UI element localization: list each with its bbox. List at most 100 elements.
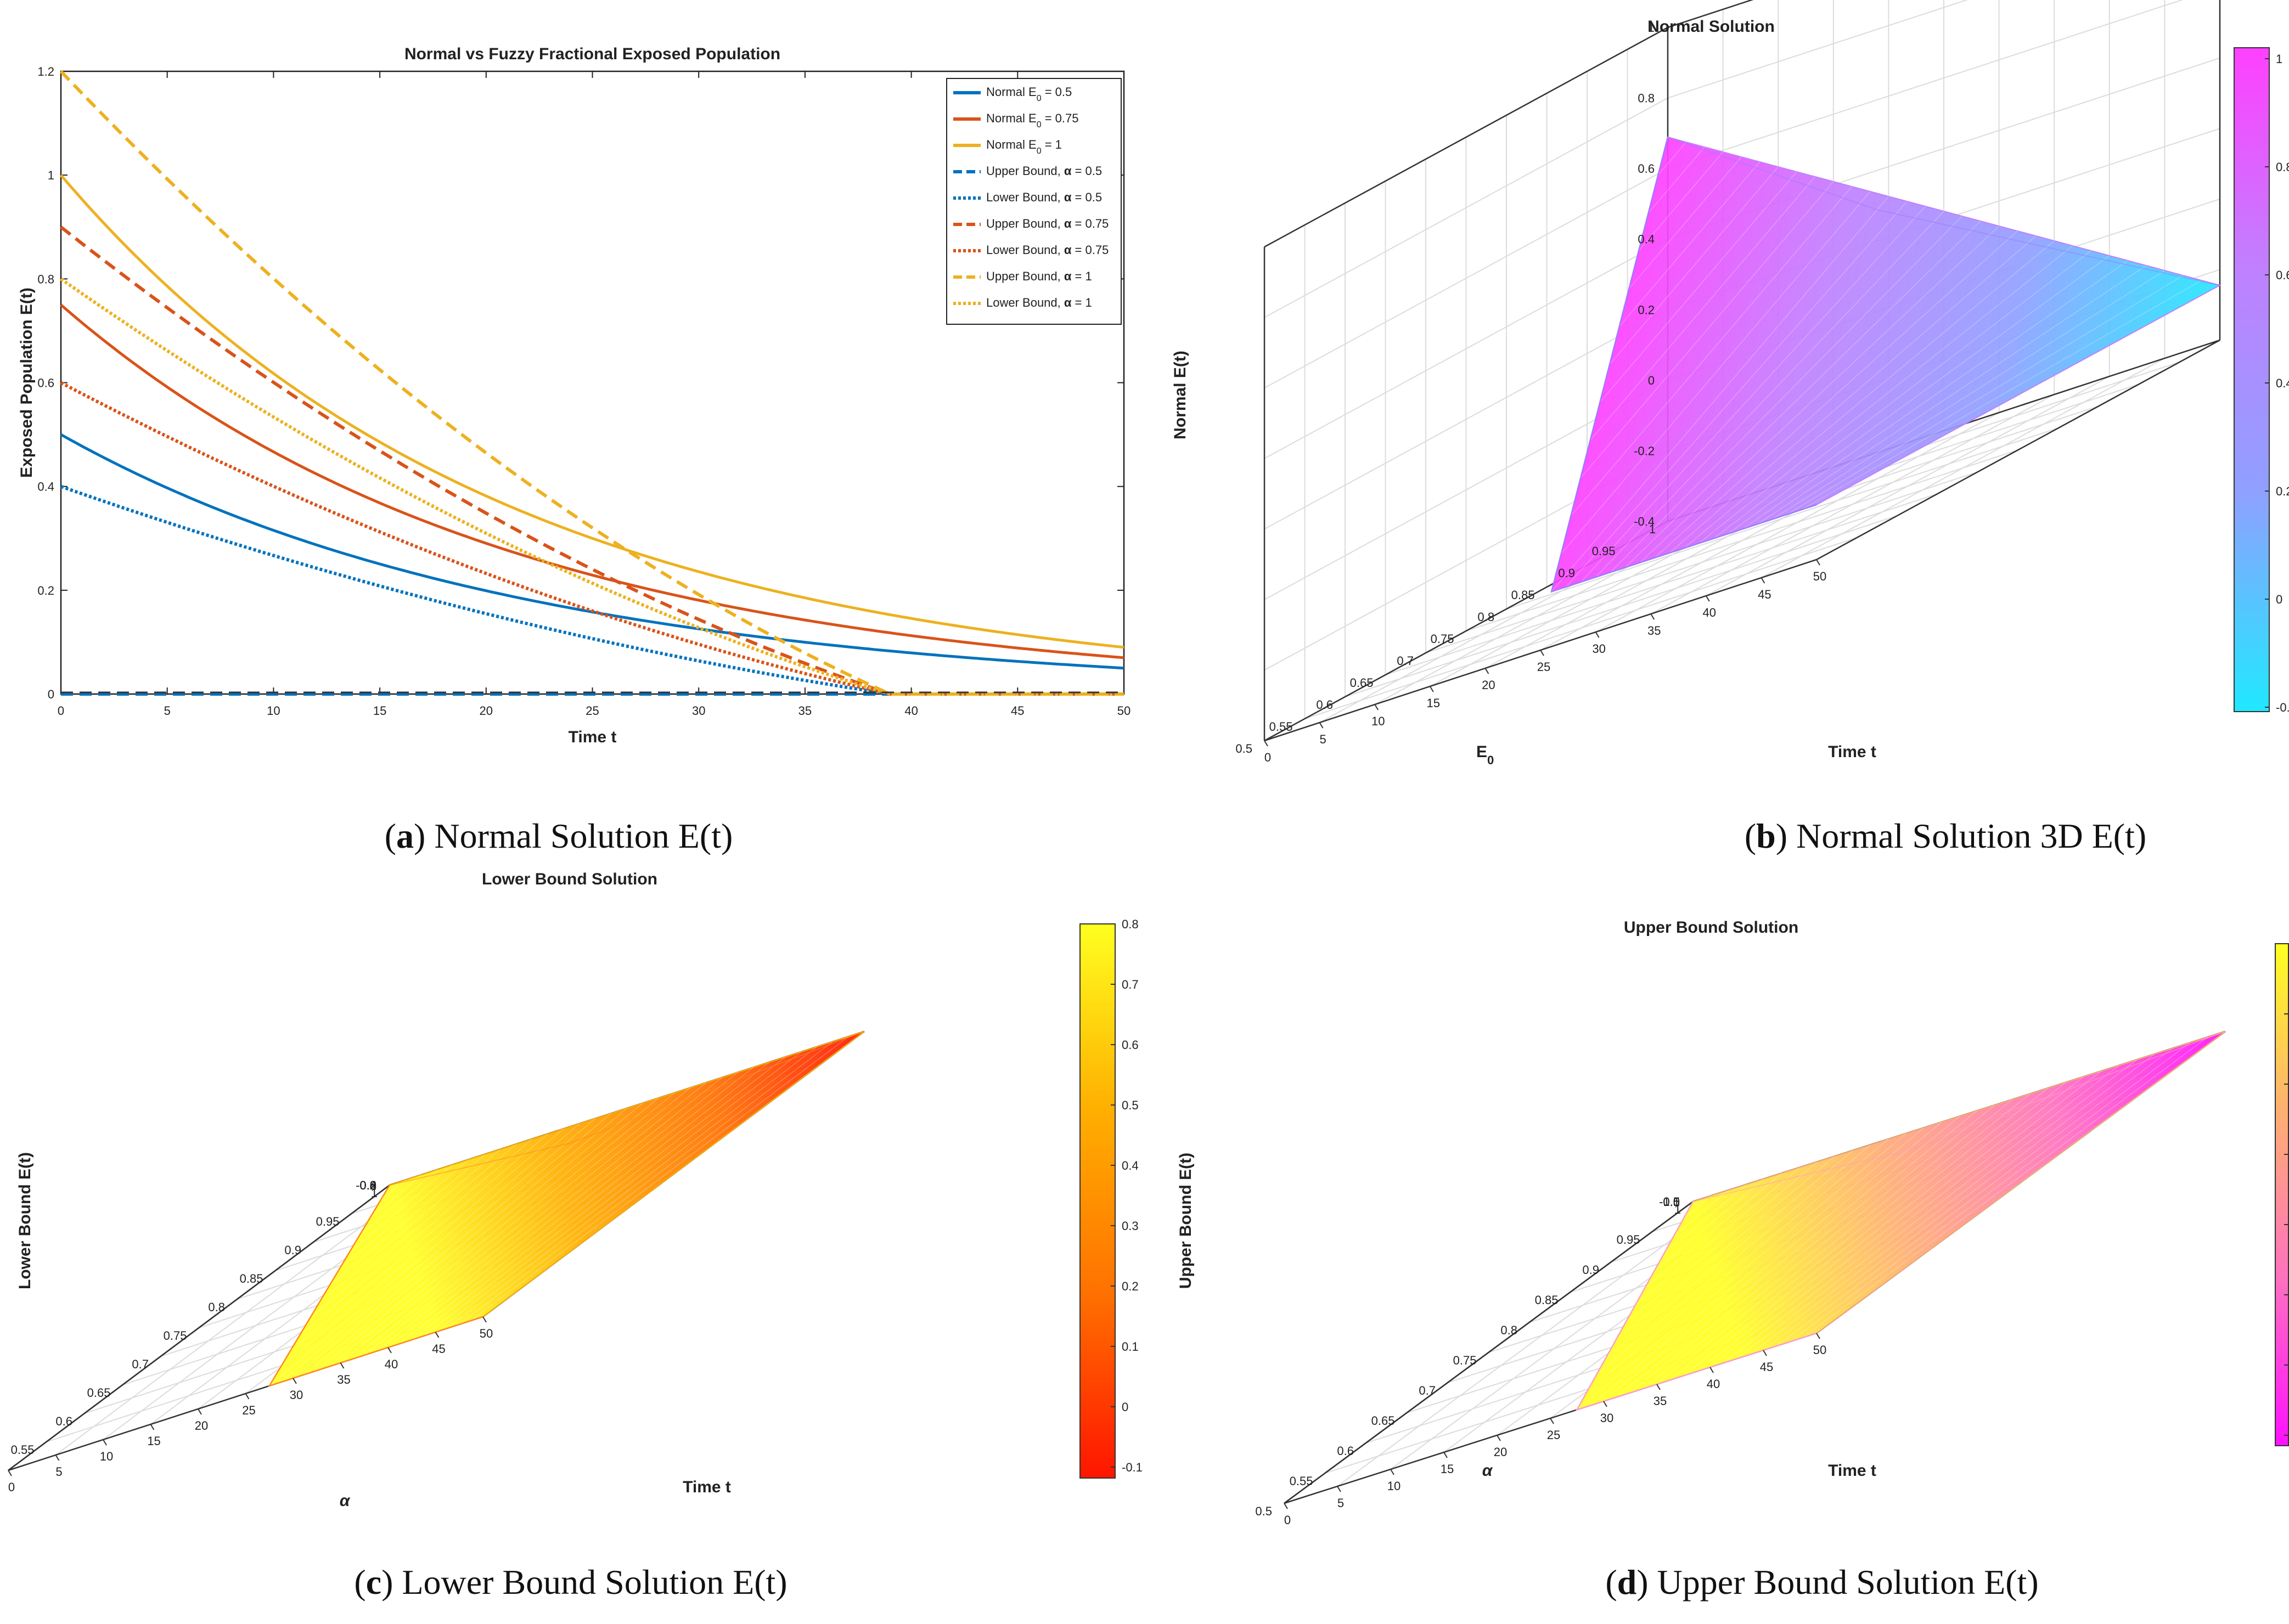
legend-entry: Upper Bound, α = 1 xyxy=(986,269,1092,283)
y-tick-label-d: 0.75 xyxy=(1453,1354,1477,1367)
y-tick-label-d: 0.65 xyxy=(1371,1414,1395,1428)
surface-mesh-line xyxy=(305,1108,627,1375)
z-tick-label-b: -0.2 xyxy=(1634,444,1655,458)
surface-mesh-line xyxy=(1644,1172,1782,1289)
surface-mesh-line xyxy=(319,1149,501,1303)
floor-grid xyxy=(1466,449,2018,631)
x-tick-label-a: 35 xyxy=(798,704,812,718)
x-tick-label-a: 0 xyxy=(58,704,64,718)
caption-c: (c) Lower Bound Solution E(t) xyxy=(354,1563,787,1602)
surface-mesh-line xyxy=(1609,166,1779,365)
y-tick-label-b: 0.85 xyxy=(1511,588,1535,602)
z-axis-label-c: Lower Bound E(t) xyxy=(16,1152,34,1289)
caption-b: (b) Normal Solution 3D E(t) xyxy=(1745,816,2146,855)
x-tick-label-a: 10 xyxy=(267,704,280,718)
x-axis-label-c: Time t xyxy=(683,1478,731,1496)
legend-entry: Lower Bound, α = 0.5 xyxy=(986,190,1102,204)
surface-mesh-line xyxy=(1590,1127,1924,1406)
y-tick-label-c: 0.8 xyxy=(208,1300,225,1314)
x-tick xyxy=(1709,1367,1714,1373)
surface-mesh-line xyxy=(1654,230,2018,559)
colorbar-tick-label-b: -0.2 xyxy=(2276,701,2289,714)
y-tick-label-a: 0.6 xyxy=(37,376,54,390)
y-tick-label-a: 0.8 xyxy=(37,272,54,286)
colorbar-tick-label-c: 0.4 xyxy=(1122,1159,1139,1172)
surface-mesh-line xyxy=(1673,1189,1729,1237)
surface-fold xyxy=(1667,137,2220,286)
x-tick xyxy=(1319,722,1324,729)
surface-edge xyxy=(268,1185,483,1388)
y-tick-label-a: 1 xyxy=(48,168,54,182)
z-tick-label-b: -0.4 xyxy=(1634,515,1655,528)
y-tick-label-d: 0.9 xyxy=(1582,1263,1599,1277)
surface-mesh-line xyxy=(400,1067,754,1344)
surface-mesh-line xyxy=(359,1169,437,1236)
surface-mesh-line xyxy=(1628,156,1742,289)
surface-mesh-line xyxy=(1683,1196,1711,1220)
wall-grid xyxy=(1264,168,1668,389)
z-tick-label-c: 0 xyxy=(370,1178,376,1192)
x-tick xyxy=(1761,577,1765,584)
colorbar-tick-label-c: 0 xyxy=(1122,1400,1128,1414)
surface-mesh-line xyxy=(1595,211,1944,578)
surface-mesh-line xyxy=(328,1097,659,1367)
colorbar-tick-label-b: 0.6 xyxy=(2276,268,2289,282)
chart-title-b: Normal Solution xyxy=(1647,18,1775,36)
surface-mesh-line xyxy=(280,1118,596,1383)
colorbar xyxy=(2234,47,2270,712)
surface-mesh-line xyxy=(1801,280,2202,510)
surface-mesh-line xyxy=(435,1051,802,1333)
surface-mesh-line xyxy=(1696,1082,2066,1372)
surface-mesh-line xyxy=(1605,1150,1853,1358)
x-tick-label-d: 40 xyxy=(1707,1377,1720,1391)
surface-mesh-line xyxy=(1772,270,2165,520)
x-tick xyxy=(1484,668,1489,674)
y-tick-label-c: 0.75 xyxy=(164,1329,187,1343)
x-axis-label-b: Time t xyxy=(1828,743,1876,761)
floor-grid xyxy=(1304,537,1857,719)
x-tick-label-b: 30 xyxy=(1592,642,1605,656)
floor-grid xyxy=(1385,493,1938,675)
y-tick-label-c: 0.6 xyxy=(55,1414,72,1428)
x-tick-label-c: 5 xyxy=(55,1465,62,1479)
surface-mesh-line xyxy=(1586,1138,1889,1393)
x-tick-label-a: 30 xyxy=(692,704,705,718)
surface-mesh-line xyxy=(1615,1155,1836,1341)
x-tick-label-b: 20 xyxy=(1482,678,1495,692)
z-tick-label-c: 0.8 xyxy=(359,1178,376,1192)
y-tick-label-c: 0.7 xyxy=(132,1357,149,1371)
colorbar-tick-label-c: 0.2 xyxy=(1122,1279,1139,1293)
x-tick-label-b: 35 xyxy=(1647,624,1661,638)
y-tick-label-b: 0.95 xyxy=(1592,544,1616,558)
surface-mesh-line xyxy=(1596,1144,1871,1375)
x-tick-label-d: 30 xyxy=(1600,1411,1613,1425)
surface-mesh-line xyxy=(1742,260,2128,529)
surface-mesh-line xyxy=(1619,161,1761,327)
x-tick-label-a: 45 xyxy=(1011,704,1024,718)
surface-mesh-line xyxy=(349,1164,453,1253)
z-tick-label-c: -0.2 xyxy=(356,1178,376,1192)
x-tick xyxy=(103,1439,107,1446)
floor-grid xyxy=(1345,515,1898,697)
x-tick xyxy=(1816,1333,1820,1339)
surface-mesh-line xyxy=(1590,176,1815,441)
x-tick xyxy=(293,1378,297,1384)
y-tick-label-d: 0.6 xyxy=(1337,1444,1354,1458)
z-tick-label-d: 0 xyxy=(1673,1195,1680,1209)
x-tick xyxy=(245,1393,250,1400)
wall-grid xyxy=(1264,97,1668,318)
surface-mesh-line xyxy=(352,1087,691,1360)
surface-mesh-line xyxy=(387,1072,738,1348)
x-axis-label-d: Time t xyxy=(1828,1462,1876,1480)
legend-entry: Normal E0 = 0.75 xyxy=(986,111,1078,129)
series-line-8 xyxy=(60,277,1124,696)
surface-mesh-line xyxy=(379,1180,406,1203)
colorbar-tick-label-c: 0.7 xyxy=(1122,978,1139,991)
y-tick-label-d: 0.95 xyxy=(1617,1233,1640,1247)
surface-mesh-line xyxy=(1603,1121,1942,1402)
x-tick-label-c: 45 xyxy=(432,1342,445,1356)
z-tick-label-c: 0.6 xyxy=(359,1178,376,1192)
z-axis-label-d: Upper Bound E(t) xyxy=(1177,1153,1195,1289)
surface-edge xyxy=(1550,137,1817,593)
y-tick-label-a: 0.4 xyxy=(37,480,54,494)
